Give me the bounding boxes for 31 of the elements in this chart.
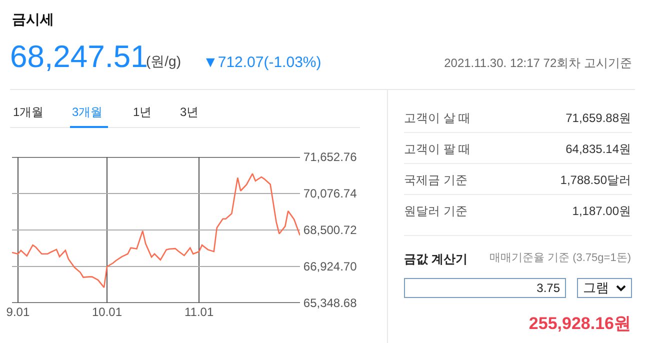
y-tick-label: 71,652.76: [303, 150, 358, 164]
number-field: 3.75: [404, 278, 566, 298]
text: 64,835.14원: [566, 142, 631, 156]
text: 2021.11.30. 12:17 72회차 고시기준: [444, 56, 632, 70]
text: (원/g): [146, 53, 181, 69]
text: ▼712.07(-1.03%): [203, 54, 322, 71]
text: 금시세: [12, 11, 54, 27]
text: 원달러 기준: [404, 204, 468, 218]
x-tick-label: 11.01: [184, 305, 214, 319]
text: 금값 계산기: [404, 252, 468, 266]
text: 고객이 살 때: [404, 111, 471, 125]
text: 71,659.88원: [566, 111, 631, 125]
x-tick-label: 10.01: [92, 305, 122, 319]
y-tick-label: 65,348.68: [303, 296, 358, 310]
text: 고객이 팔 때: [404, 142, 471, 156]
y-tick-label: 70,076.74: [303, 186, 358, 201]
y-tick-label: 66,924.70: [303, 260, 358, 274]
text: 매매기준율 기준 (3.75g=1돈): [489, 252, 631, 264]
text: 1,788.50달러: [560, 173, 631, 187]
x-tick-label: 9.01: [6, 305, 30, 319]
text: 1개월: [13, 105, 44, 119]
text: 1년: [133, 105, 152, 119]
text: 68,247.51: [10, 39, 148, 74]
y-tick-label: 68,500.72: [303, 223, 358, 238]
unit-dropdown: 그램: [577, 278, 632, 298]
text: 3개월: [72, 105, 103, 119]
text: 1,187.00원: [572, 204, 631, 218]
line-series: [12, 173, 300, 288]
text: 국제금 기준: [404, 173, 468, 187]
text: 3년: [180, 105, 199, 119]
text: 255,928.16원: [528, 314, 631, 333]
